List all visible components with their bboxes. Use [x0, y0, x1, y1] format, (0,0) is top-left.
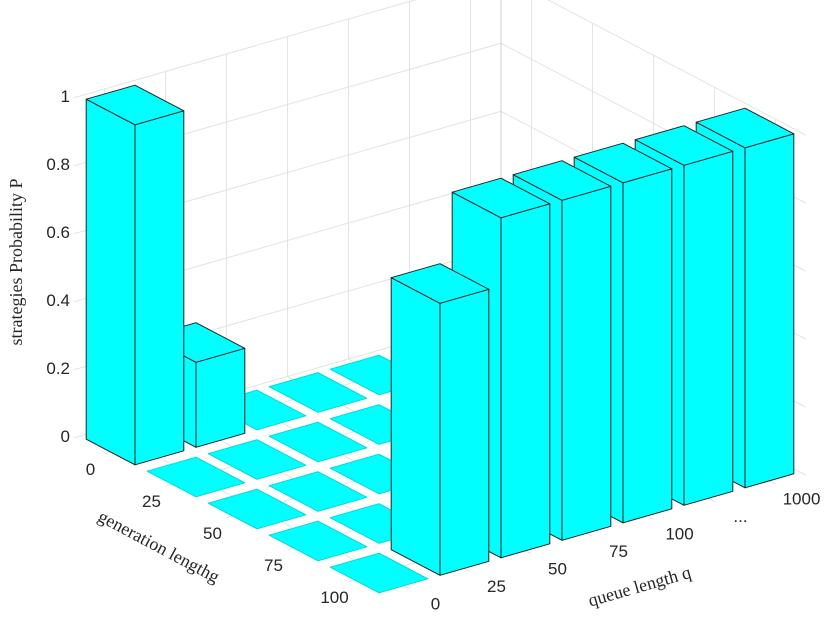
- x-axis-title: generation lengthg: [95, 506, 223, 587]
- y-axis-title: queue length q: [586, 562, 693, 610]
- z-tick-label: 1: [61, 87, 70, 106]
- bar-top: [268, 421, 368, 463]
- bar-top: [390, 263, 490, 304]
- x-tick-label: 0: [86, 460, 95, 479]
- x-tick-label: 75: [264, 556, 283, 575]
- bar-top: [268, 372, 368, 413]
- x-tick-label: 25: [142, 492, 161, 511]
- bar-top: [512, 160, 612, 201]
- bar-top: [146, 456, 246, 498]
- bar-top: [451, 177, 551, 219]
- z-tick-label: 0.6: [46, 223, 70, 242]
- y-tick-label: 50: [548, 559, 567, 578]
- y-tick-label: 75: [609, 542, 628, 561]
- bar-front: [134, 110, 185, 466]
- bars: [85, 84, 795, 594]
- y-tick-label: 1000: [783, 489, 821, 508]
- bar-top: [329, 552, 429, 594]
- bar-front: [500, 203, 551, 559]
- y-tick-label: 0: [431, 594, 440, 613]
- bar-top: [695, 107, 795, 149]
- bar-front: [561, 185, 612, 541]
- bar-top: [573, 142, 673, 184]
- bar-side: [390, 277, 441, 576]
- bar-top: [207, 488, 307, 530]
- bar-front: [195, 347, 246, 448]
- bar-front: [439, 288, 490, 576]
- y-tick-label: 100: [665, 524, 693, 543]
- bar-top: [207, 439, 307, 480]
- z-tick-label: 0.8: [46, 155, 70, 174]
- bar-side: [85, 98, 136, 466]
- bar-front: [683, 150, 734, 506]
- y-tick-label: 25: [487, 577, 506, 596]
- x-tick-label: 100: [320, 588, 348, 607]
- y-tick-label: ...: [733, 507, 747, 526]
- bar-top: [268, 520, 368, 562]
- bar-top: [85, 84, 185, 126]
- bar-front: [622, 168, 673, 524]
- bar-top: [634, 125, 734, 166]
- z-tick-label: 0.2: [46, 359, 70, 378]
- x-tick-label: 50: [203, 524, 222, 543]
- bar-top: [268, 471, 368, 512]
- z-axis-title: strategies Probability P: [6, 179, 26, 346]
- z-tick-label: 0.4: [46, 291, 70, 310]
- bar-front: [744, 133, 795, 489]
- z-tick-label: 0: [61, 427, 70, 446]
